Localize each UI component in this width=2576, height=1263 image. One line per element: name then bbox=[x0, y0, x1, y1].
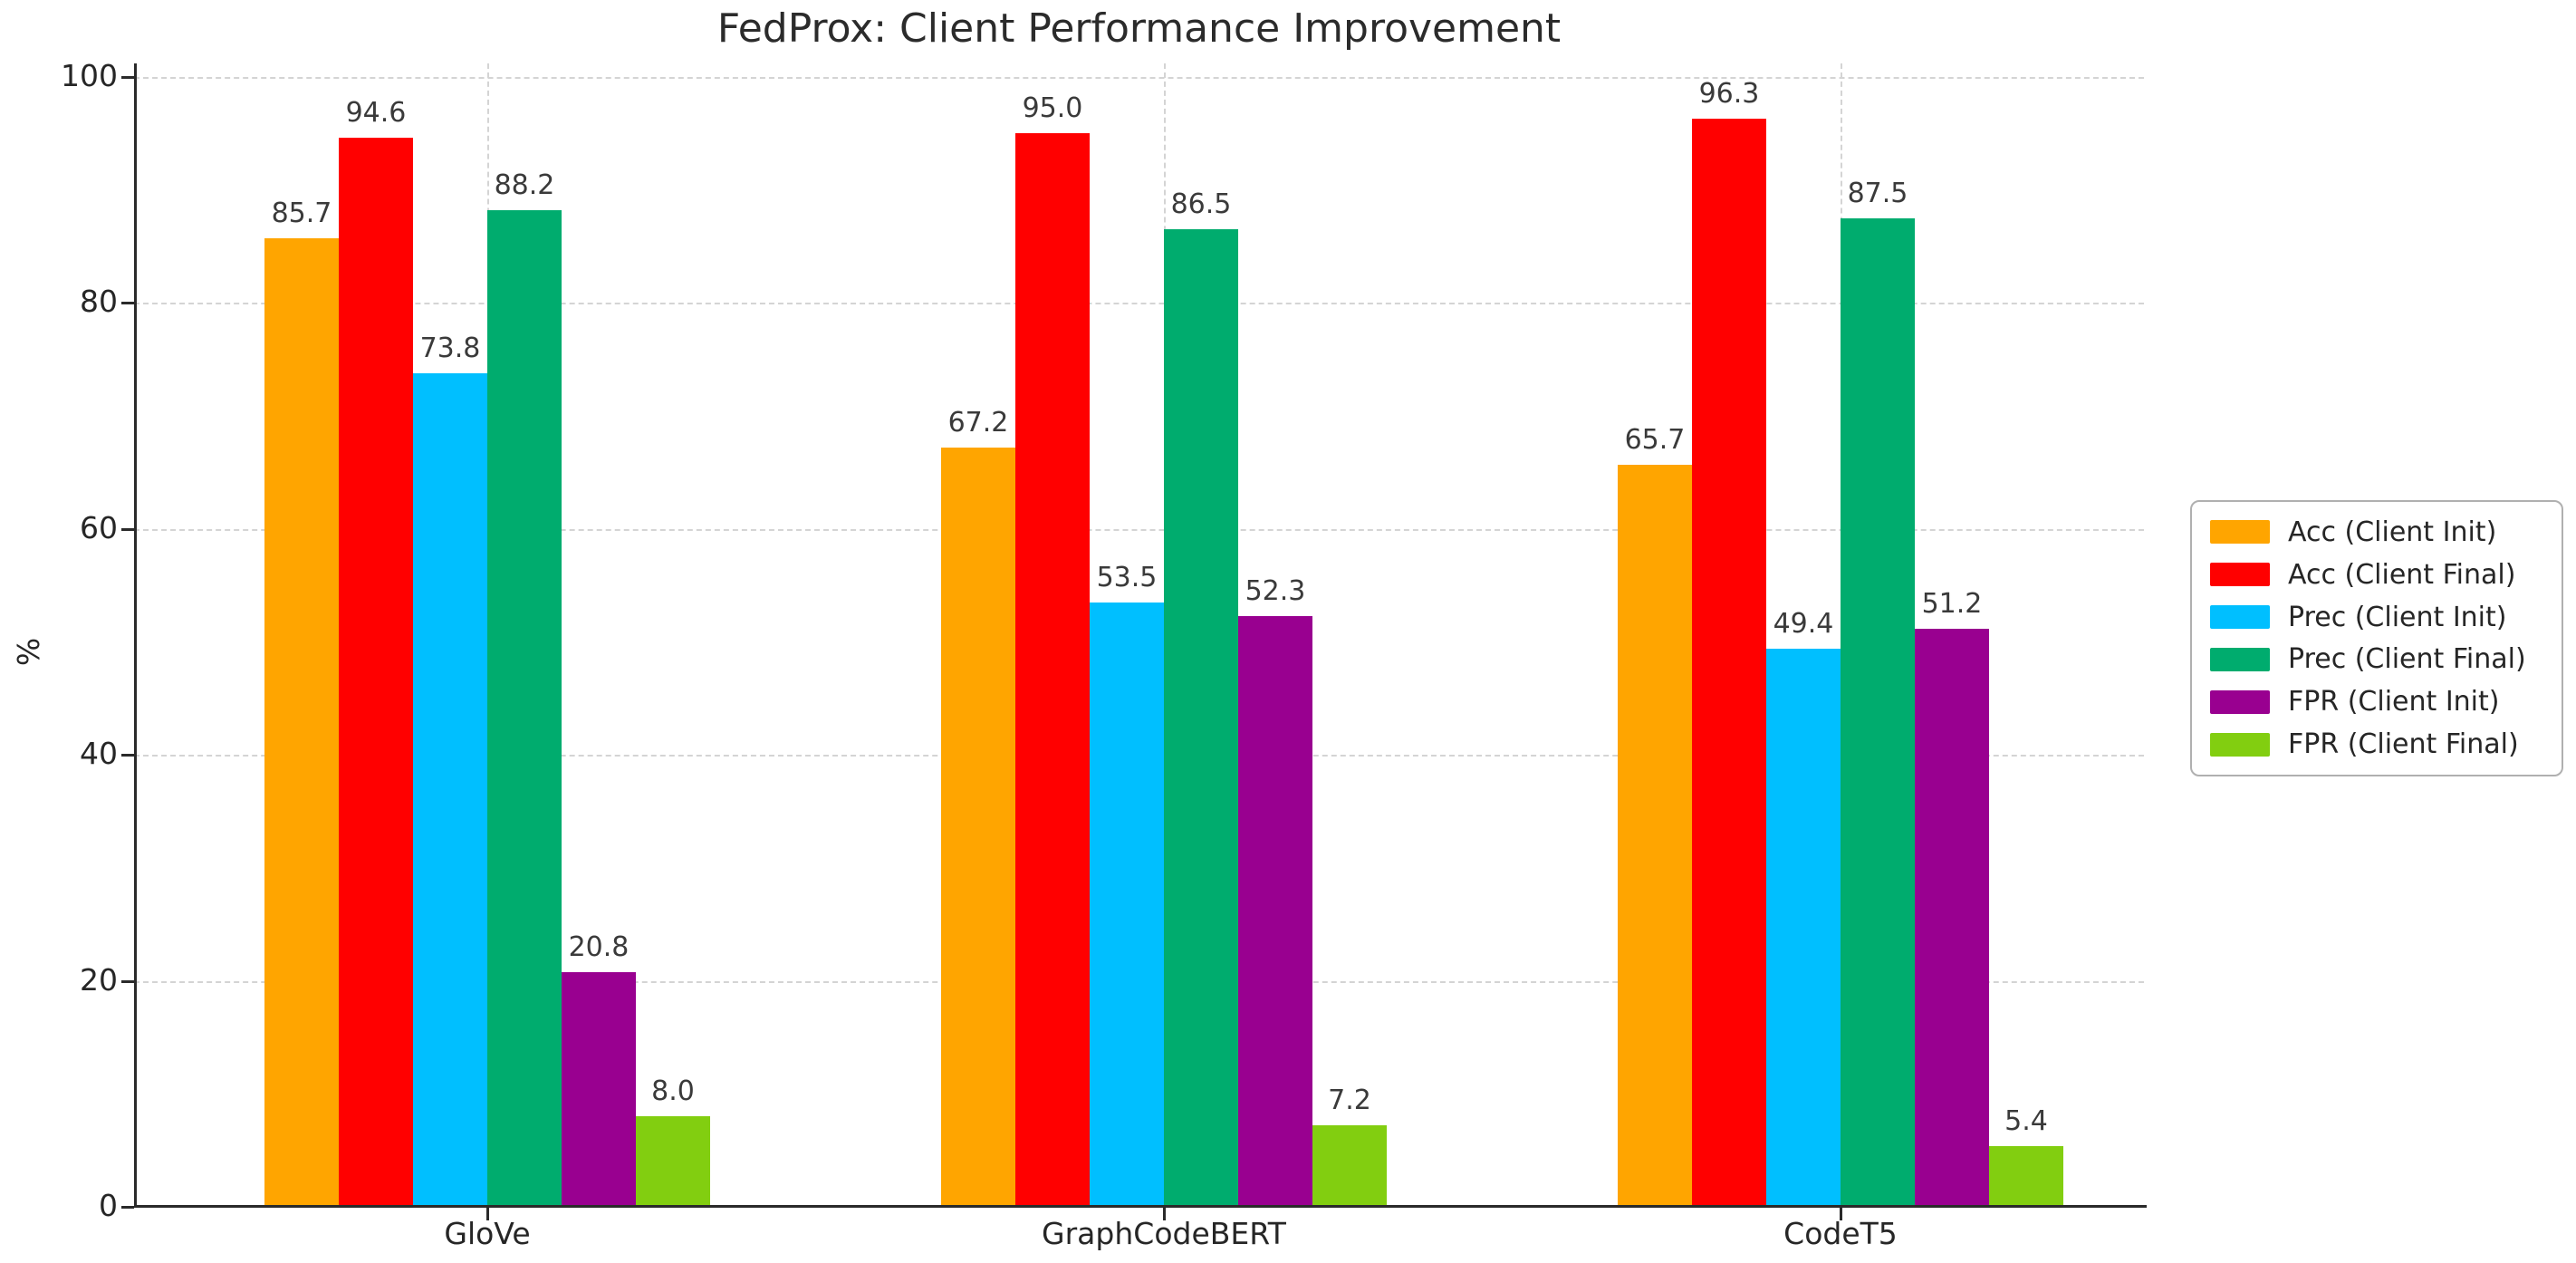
bar-value-label: 85.7 bbox=[271, 198, 332, 230]
y-axis bbox=[134, 63, 137, 1207]
bar-fpr-client-final-codet5 bbox=[1989, 1145, 2063, 1207]
legend-swatch bbox=[2210, 732, 2270, 757]
legend-item: Prec (Client Init) bbox=[2210, 602, 2562, 633]
bar-acc-client-init-glove bbox=[264, 238, 339, 1207]
bar-prec-client-init-graphcodebert bbox=[1090, 602, 1164, 1207]
legend-swatch bbox=[2210, 689, 2270, 714]
bar-acc-client-init-codet5 bbox=[1618, 464, 1692, 1207]
bar-acc-client-final-codet5 bbox=[1692, 119, 1766, 1207]
y-tick-mark bbox=[121, 979, 134, 983]
legend: Acc (Client Init) Acc (Client Final) Prec … bbox=[2190, 500, 2563, 776]
bar-prec-client-final-codet5 bbox=[1841, 217, 1915, 1207]
x-tick-mark bbox=[486, 1208, 489, 1220]
bar-value-label: 95.0 bbox=[1022, 92, 1083, 125]
plot-area: 85.7 94.6 73.8 88.2 20.8 8.0 67.2 95.0 53.5 86.5 5… bbox=[134, 63, 2144, 1207]
y-tick-mark bbox=[121, 1206, 134, 1209]
bar-prec-client-init-glove bbox=[413, 372, 487, 1207]
y-tick-label-60: 60 bbox=[80, 509, 118, 545]
x-tick-label-codet5: CodeT5 bbox=[1783, 1216, 1898, 1251]
bar-acc-client-init-graphcodebert bbox=[941, 448, 1015, 1207]
legend-label: Acc (Client Final) bbox=[2288, 558, 2516, 591]
x-tick-mark bbox=[1163, 1208, 1166, 1220]
bar-fpr-client-final-graphcodebert bbox=[1312, 1125, 1387, 1207]
legend-label: Acc (Client Init) bbox=[2288, 516, 2497, 548]
bar-value-label: 73.8 bbox=[419, 332, 481, 364]
legend-label: FPR (Client Init) bbox=[2288, 686, 2500, 718]
legend-label: Prec (Client Init) bbox=[2288, 601, 2507, 633]
bar-value-label: 20.8 bbox=[568, 930, 630, 963]
bar-value-label: 87.5 bbox=[1847, 177, 1908, 209]
bar-acc-client-final-graphcodebert bbox=[1015, 133, 1090, 1207]
legend-swatch bbox=[2210, 563, 2270, 587]
y-tick-label-20: 20 bbox=[80, 961, 118, 998]
legend-item: FPR (Client Final) bbox=[2210, 728, 2562, 760]
bar-value-label: 5.4 bbox=[2004, 1104, 2048, 1137]
bar-fpr-client-final-glove bbox=[636, 1116, 710, 1207]
bar-value-label: 67.2 bbox=[947, 407, 1009, 439]
legend-item: Prec (Client Final) bbox=[2210, 643, 2562, 675]
gridline-h-80 bbox=[134, 303, 2144, 305]
y-tick-mark bbox=[121, 754, 134, 757]
y-tick-label-0: 0 bbox=[99, 1188, 118, 1223]
legend-item: Acc (Client Init) bbox=[2210, 516, 2562, 548]
y-tick-label-80: 80 bbox=[80, 284, 118, 320]
legend-item: Acc (Client Final) bbox=[2210, 559, 2562, 591]
y-axis-label: % bbox=[11, 637, 47, 667]
x-tick-mark bbox=[1840, 1208, 1842, 1220]
bar-value-label: 7.2 bbox=[1328, 1085, 1371, 1117]
y-tick-label-100: 100 bbox=[61, 58, 118, 93]
bar-value-label: 51.2 bbox=[1921, 587, 1983, 620]
gridline-h-60 bbox=[134, 528, 2144, 531]
bar-value-label: 96.3 bbox=[1698, 78, 1760, 111]
legend-swatch bbox=[2210, 520, 2270, 545]
y-tick-mark bbox=[121, 527, 134, 531]
bar-value-label: 86.5 bbox=[1170, 188, 1232, 221]
x-tick-label-graphcodebert: GraphCodeBERT bbox=[1042, 1216, 1286, 1251]
bar-acc-client-final-glove bbox=[339, 138, 413, 1207]
bar-fpr-client-init-codet5 bbox=[1915, 628, 1989, 1207]
bar-value-label: 53.5 bbox=[1096, 561, 1158, 593]
legend-label: FPR (Client Final) bbox=[2288, 728, 2519, 761]
bar-value-label: 49.4 bbox=[1773, 607, 1834, 640]
gridline-h-100 bbox=[134, 77, 2144, 79]
bar-fpr-client-init-graphcodebert bbox=[1238, 615, 1312, 1207]
bar-fpr-client-init-glove bbox=[562, 971, 636, 1207]
bar-value-label: 88.2 bbox=[494, 169, 555, 202]
legend-label: Prec (Client Final) bbox=[2288, 643, 2526, 676]
bar-prec-client-final-graphcodebert bbox=[1164, 229, 1238, 1207]
y-tick-label-40: 40 bbox=[80, 736, 118, 772]
chart-title: FedProx: Client Performance Improvement bbox=[716, 5, 1562, 52]
bar-prec-client-final-glove bbox=[487, 210, 562, 1207]
bar-value-label: 94.6 bbox=[345, 97, 407, 130]
y-tick-mark bbox=[121, 302, 134, 305]
legend-swatch bbox=[2210, 605, 2270, 630]
x-axis bbox=[134, 1205, 2147, 1208]
y-tick-mark bbox=[121, 76, 134, 79]
bar-prec-client-init-codet5 bbox=[1766, 648, 1841, 1207]
bar-value-label: 65.7 bbox=[1624, 423, 1686, 456]
bar-value-label: 8.0 bbox=[651, 1075, 695, 1108]
legend-swatch bbox=[2210, 647, 2270, 671]
legend-item: FPR (Client Init) bbox=[2210, 686, 2562, 718]
bar-value-label: 52.3 bbox=[1245, 574, 1306, 607]
x-tick-label-glove: GloVe bbox=[444, 1216, 531, 1251]
